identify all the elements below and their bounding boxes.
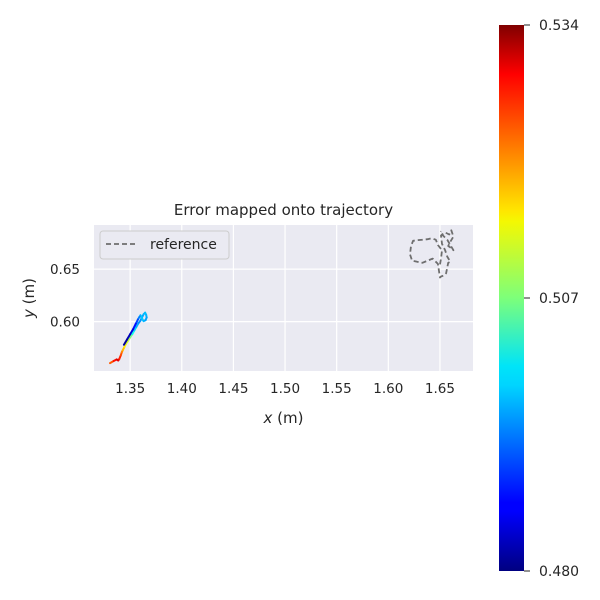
x-tick-label: 1.65 (425, 381, 455, 397)
x-axis-label: x (m) (263, 409, 304, 427)
y-axis-label: y (m) (20, 278, 38, 319)
y-tick-label: 0.65 (50, 262, 80, 278)
trajectory-segment (126, 333, 132, 341)
chart-title: Error mapped onto trajectory (174, 201, 393, 219)
legend: reference (99, 230, 230, 260)
reference-trajectory (409, 229, 455, 279)
colorbar-ticks: 0.480 0.507 0.534 (524, 18, 579, 580)
grid (94, 225, 473, 371)
x-tick-label: 1.60 (373, 381, 403, 397)
colorbar (499, 25, 524, 571)
x-tick-label: 1.55 (322, 381, 352, 397)
y-tick-labels: 0.60 0.65 (50, 262, 80, 331)
trajectory-segment (129, 327, 135, 336)
x-tick-label: 1.50 (270, 381, 300, 397)
colorbar-tick-label: 0.507 (539, 291, 579, 307)
colorbar-tick-label: 0.534 (539, 18, 579, 34)
legend-reference-label: reference (150, 237, 217, 253)
x-tick-labels: 1.35 1.40 1.45 1.50 1.55 1.60 1.65 (115, 381, 455, 397)
colorbar-tick-label: 0.480 (539, 564, 579, 580)
y-tick-label: 0.60 (50, 315, 80, 331)
legend-box (99, 230, 230, 260)
trajectory-segment (122, 338, 129, 346)
error-trajectory (109, 311, 148, 365)
x-tick-label: 1.35 (115, 381, 145, 397)
x-tick-label: 1.45 (218, 381, 248, 397)
reference-path (409, 229, 455, 279)
x-tick-label: 1.40 (167, 381, 197, 397)
